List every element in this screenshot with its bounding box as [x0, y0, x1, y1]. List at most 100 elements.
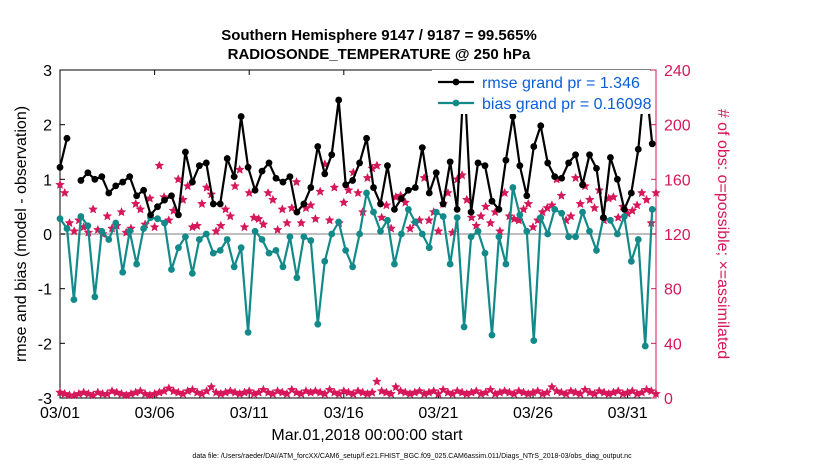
bias-point [439, 213, 447, 220]
bias-point [572, 233, 579, 241]
bias-point [453, 214, 461, 222]
obs-possible-marker [556, 190, 567, 200]
x-tick-label: 03/31 [608, 405, 648, 422]
rmse-point [182, 148, 189, 156]
obs-possible-marker [291, 176, 302, 187]
bias-point [418, 230, 426, 238]
y-tick-label-right: 160 [664, 172, 691, 189]
obs-possible-marker [424, 215, 434, 225]
obs-possible-marker [362, 172, 373, 183]
obs-assimilated-marker [542, 387, 553, 397]
bias-point [126, 227, 134, 235]
bias-point [70, 296, 78, 303]
rmse-point [56, 163, 64, 171]
obs-possible-marker [234, 164, 245, 174]
bias-point [446, 260, 454, 268]
bias-point [349, 263, 357, 271]
x-tick-label: 03/16 [324, 405, 364, 422]
obs-assimilated-marker [211, 387, 222, 397]
obs-assimilated-marker [395, 386, 406, 396]
obs-possible-marker [64, 217, 75, 228]
bias-point [195, 236, 203, 243]
rmse-point [481, 162, 489, 170]
rmse-point [293, 208, 301, 216]
obs-possible-marker [338, 197, 349, 207]
bias-point [154, 215, 161, 223]
bias-point [77, 213, 85, 220]
bias-point [182, 233, 189, 241]
rmse-point [377, 200, 384, 208]
rmse-point [627, 189, 635, 197]
obs-possible-marker [272, 224, 283, 235]
bias-point [286, 233, 294, 241]
rmse-point [565, 159, 573, 167]
bias-point [300, 233, 308, 241]
bias-point [488, 331, 496, 339]
bias-point [328, 230, 336, 238]
rmse-point [63, 134, 71, 142]
obs-possible-marker [584, 194, 595, 205]
y-tick-label-left: 1 [43, 172, 52, 189]
rmse-point [474, 159, 482, 167]
bias-point [237, 244, 245, 252]
rmse-point [272, 174, 280, 182]
rmse-point [251, 186, 259, 194]
rmse-point [77, 177, 85, 184]
bias-point [244, 329, 252, 336]
rmse-point [467, 208, 475, 216]
bias-point [112, 219, 120, 227]
obs-assimilated-marker [381, 387, 392, 397]
obs-assimilated-marker [116, 388, 127, 399]
obs-assimilated-marker [442, 387, 453, 397]
bias-point [530, 337, 538, 344]
obs-possible-marker [135, 204, 146, 214]
rmse-point [335, 96, 343, 104]
obs-assimilated-marker [367, 387, 378, 397]
obs-possible-marker [589, 202, 600, 213]
rmse-point [418, 144, 426, 152]
bias-point [502, 260, 510, 268]
obs-possible-marker [565, 211, 576, 221]
obs-possible-marker [59, 187, 70, 198]
rmse-point [384, 162, 391, 170]
bias-point [370, 208, 377, 216]
rmse-point [202, 159, 210, 167]
y-tick-label-right: 40 [664, 336, 682, 353]
rmse-point [154, 203, 161, 211]
rmse-point [84, 169, 92, 177]
obs-assimilated-marker [192, 387, 203, 397]
rmse-point [258, 167, 266, 175]
rmse-point [411, 184, 419, 191]
rmse-point [502, 156, 510, 164]
bias-point [202, 230, 210, 238]
obs-possible-marker [343, 185, 354, 195]
obs-possible-marker [211, 226, 222, 236]
obs-possible-marker [305, 200, 316, 210]
obs-assimilated-marker [485, 384, 496, 394]
rmse-point [244, 163, 252, 171]
bias-point [474, 227, 482, 235]
obs-assimilated-marker [414, 386, 425, 396]
rmse-point [223, 155, 231, 162]
obs-possible-marker [433, 226, 444, 236]
obs-possible-marker [518, 204, 529, 214]
rmse-point [279, 178, 287, 186]
obs-possible-marker [608, 191, 619, 202]
bias-point [509, 184, 517, 191]
rmse-point [516, 162, 524, 170]
bias-point [105, 236, 113, 243]
rmse-point [391, 206, 398, 213]
rmse-point [572, 151, 579, 159]
obs-possible-marker [371, 160, 382, 170]
obs-possible-marker [632, 200, 643, 210]
bias-point [335, 218, 343, 226]
obs-assimilated-marker [272, 386, 283, 396]
rmse-point [188, 178, 196, 186]
obs-assimilated-marker [386, 388, 397, 399]
rmse-point [286, 173, 294, 181]
rmse-point [91, 175, 99, 183]
obs-assimilated-marker [547, 381, 557, 392]
bias-point [356, 230, 363, 238]
chart-title-line2: RADIOSONDE_TEMPERATURE @ 250 hPa [228, 46, 531, 63]
bias-point [397, 230, 405, 238]
